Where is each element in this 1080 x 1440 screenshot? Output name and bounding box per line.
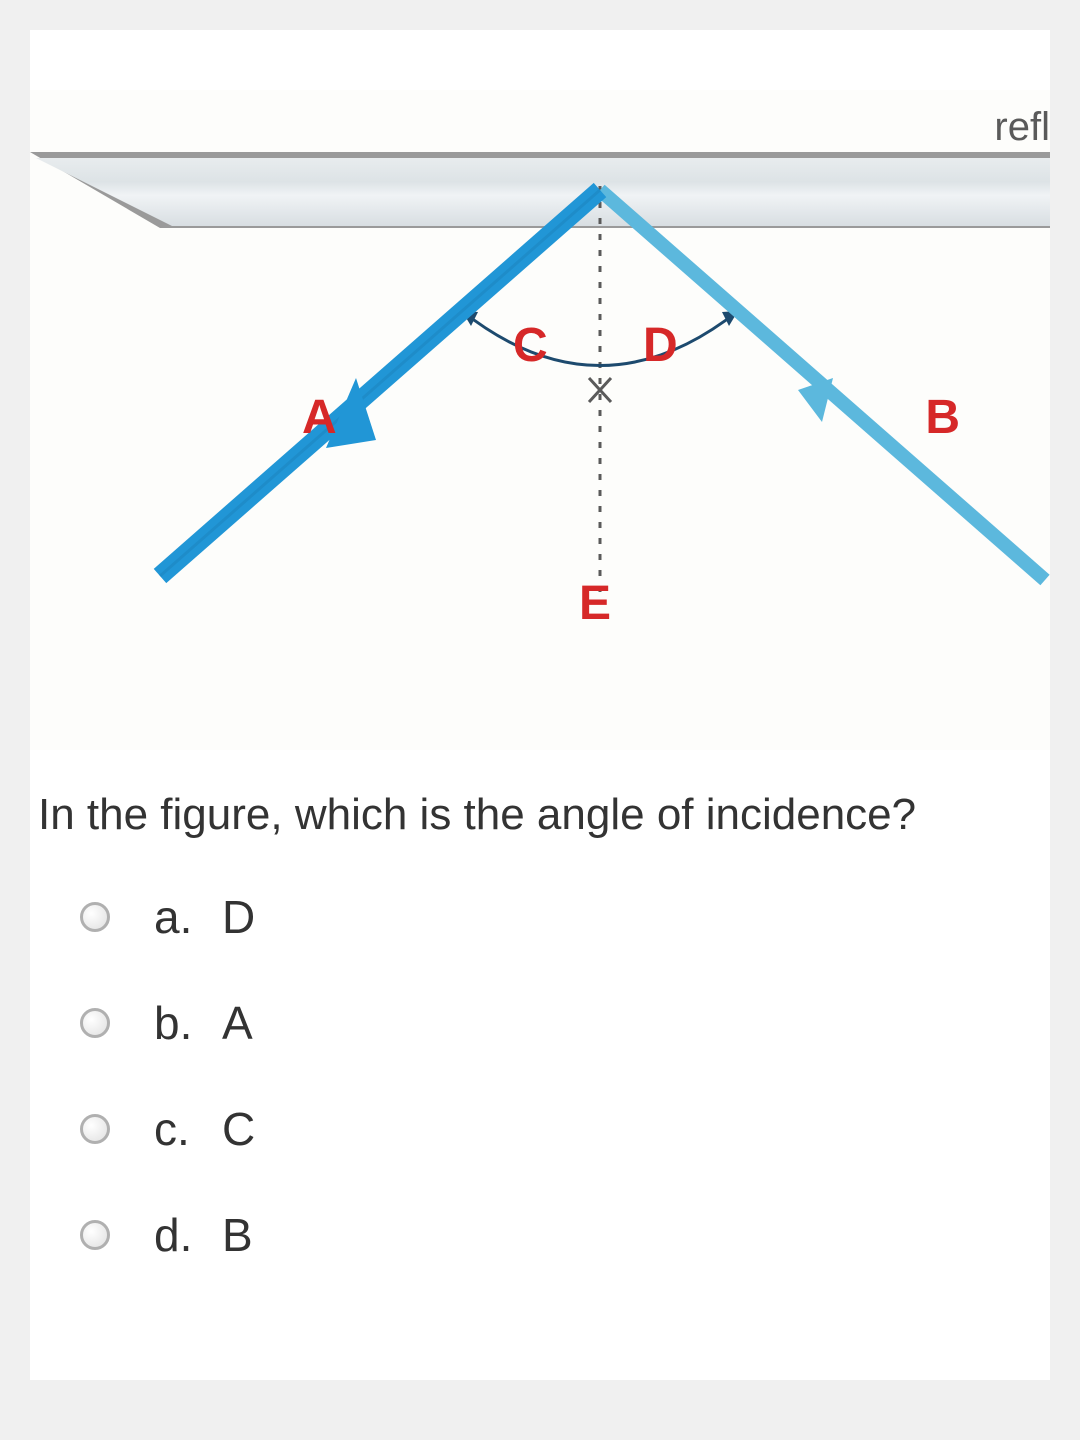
option-letter: a.	[154, 890, 222, 944]
radio-icon[interactable]	[80, 1220, 110, 1250]
option-letter: b.	[154, 996, 222, 1050]
label-A: A	[302, 390, 337, 445]
option-value: D	[222, 890, 255, 944]
option-value: B	[222, 1208, 253, 1262]
option-letter: c.	[154, 1102, 222, 1156]
radio-icon[interactable]	[80, 902, 110, 932]
radio-icon[interactable]	[80, 1008, 110, 1038]
radio-icon[interactable]	[80, 1114, 110, 1144]
label-D: D	[643, 318, 678, 373]
rays-svg	[30, 90, 1050, 750]
option-b[interactable]: b. A	[80, 996, 1000, 1050]
option-letter: d.	[154, 1208, 222, 1262]
question-card: refl A B C D E In the figure, which is t…	[30, 30, 1050, 1380]
option-value: A	[222, 996, 253, 1050]
ref-label: refl	[994, 105, 1050, 150]
question-text: In the figure, which is the angle of inc…	[30, 750, 1050, 850]
options-list: a. D b. A c. C d. B	[30, 850, 1050, 1354]
option-c[interactable]: c. C	[80, 1102, 1000, 1156]
label-B: B	[925, 390, 960, 445]
label-C: C	[513, 318, 548, 373]
option-a[interactable]: a. D	[80, 890, 1000, 944]
option-d[interactable]: d. B	[80, 1208, 1000, 1262]
reflection-diagram: refl A B C D E	[30, 90, 1050, 750]
option-value: C	[222, 1102, 255, 1156]
label-E: E	[579, 576, 611, 631]
